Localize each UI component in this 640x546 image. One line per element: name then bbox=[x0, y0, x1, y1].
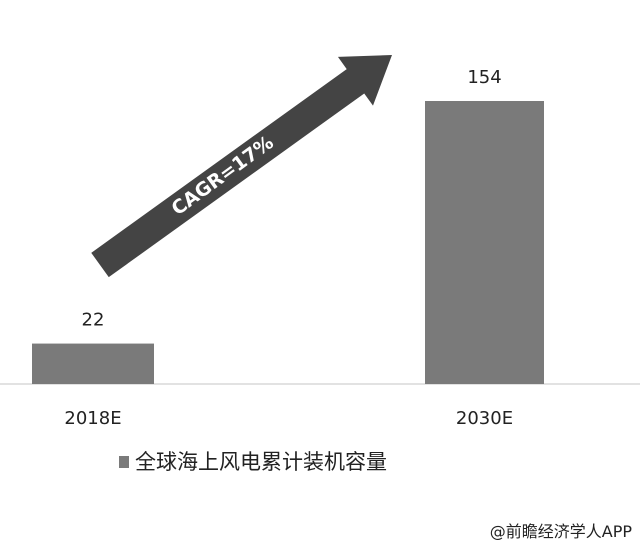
category-label: 2030E bbox=[456, 408, 513, 429]
data-label: 22 bbox=[82, 310, 105, 331]
legend-label: 全球海上风电累计装机容量 bbox=[135, 450, 387, 474]
bar-2030E bbox=[425, 101, 544, 384]
legend-swatch bbox=[119, 456, 129, 468]
data-label: 154 bbox=[467, 67, 501, 88]
legend: 全球海上风电累计装机容量 bbox=[119, 450, 387, 474]
bar-2018E bbox=[32, 343, 154, 384]
cagr-arrow: CAGR=17% bbox=[91, 55, 393, 278]
source-credit: @前瞻经济学人APP bbox=[490, 522, 633, 541]
cagr-label: CAGR=17% bbox=[167, 132, 277, 220]
category-label: 2018E bbox=[64, 408, 121, 429]
